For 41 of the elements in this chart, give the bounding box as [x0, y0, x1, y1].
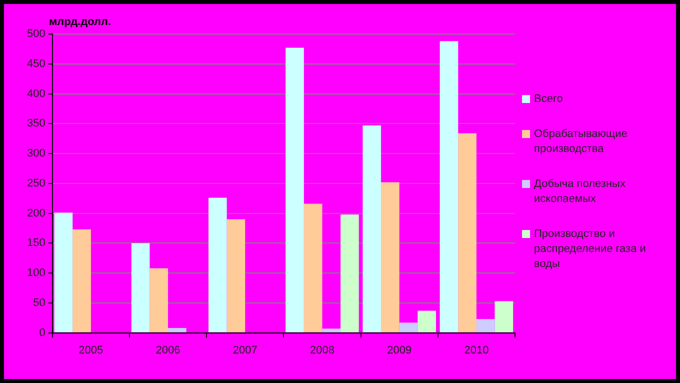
bar	[362, 125, 382, 332]
legend-label: Производство и распределение газа и воды	[534, 227, 647, 272]
x-tick-label: 2010	[464, 344, 489, 356]
y-axis-title: млрд.долл.	[49, 16, 112, 28]
y-tick-label: 300	[26, 148, 46, 160]
y-tick-label: 100	[26, 267, 46, 280]
x-tick-label: 2007	[232, 344, 258, 356]
bar	[208, 198, 227, 332]
y-tick-label: 200	[26, 207, 46, 220]
bar	[494, 301, 514, 332]
y-tick-label: 50	[33, 296, 46, 309]
x-tick-label: 2005	[78, 344, 104, 356]
bar	[322, 328, 341, 332]
bar	[168, 328, 186, 332]
y-tick-label: 0	[39, 326, 46, 339]
bar	[54, 212, 73, 332]
legend-label: Всего	[534, 92, 563, 107]
y-tick-label: 400	[26, 88, 46, 100]
bar	[131, 243, 150, 332]
y-tick-label: 350	[26, 118, 46, 130]
legend-label: Обрабатывающие производства	[534, 127, 628, 157]
x-tick-label: 2008	[310, 344, 334, 356]
bar	[72, 229, 91, 332]
bar	[381, 182, 400, 332]
bar	[304, 204, 322, 332]
bar	[226, 219, 246, 332]
x-tick-label: 2006	[156, 344, 180, 356]
legend-label: Добыча полезных ископаемых	[534, 177, 626, 207]
bar	[150, 268, 168, 332]
y-tick-label: 500	[26, 28, 46, 40]
y-tick-label: 150	[26, 237, 46, 250]
bar	[476, 319, 495, 332]
x-tick-label: 2009	[387, 344, 412, 356]
y-tick-label: 450	[26, 58, 46, 70]
bar	[440, 41, 458, 332]
y-tick-label: 250	[26, 177, 46, 190]
bar	[399, 322, 418, 332]
bar	[340, 214, 359, 332]
bar	[418, 310, 436, 332]
bar	[458, 133, 476, 332]
bar	[286, 48, 304, 332]
